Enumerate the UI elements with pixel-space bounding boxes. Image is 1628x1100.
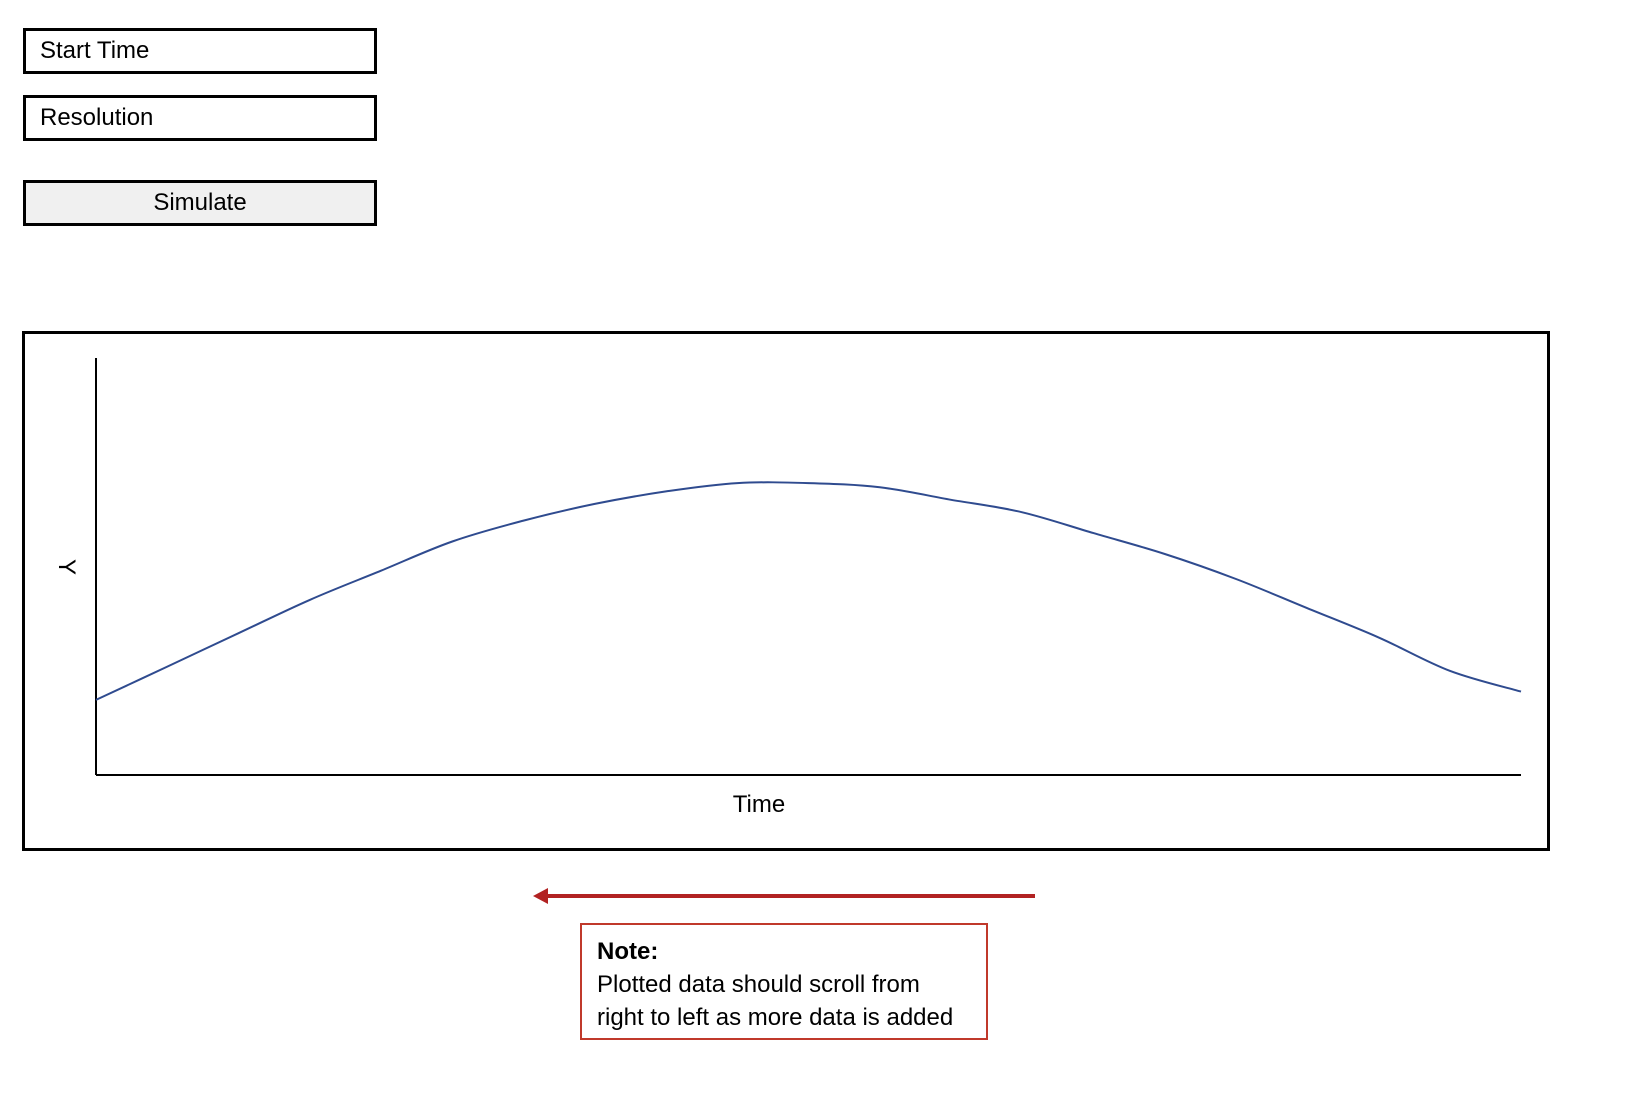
resolution-field[interactable] <box>23 95 377 141</box>
note-box: Note: Plotted data should scroll from ri… <box>580 923 988 1040</box>
series-line-0 <box>95 481 1522 701</box>
note-body: Plotted data should scroll from right to… <box>597 971 954 1031</box>
x-axis-title: Time <box>733 791 785 818</box>
resolution-input[interactable] <box>26 98 374 138</box>
y-axis-title: Y <box>53 559 80 575</box>
chart-panel: Time Y <box>22 331 1550 851</box>
start-time-field[interactable] <box>23 28 377 74</box>
scroll-direction-arrow-icon <box>533 888 1035 904</box>
line-chart: Time Y <box>53 358 1522 818</box>
arrow-head <box>533 888 548 904</box>
start-time-input[interactable] <box>26 31 374 71</box>
simulate-button[interactable]: Simulate <box>23 180 377 226</box>
note-title: Note: <box>597 938 659 965</box>
series-layer <box>95 481 1522 701</box>
